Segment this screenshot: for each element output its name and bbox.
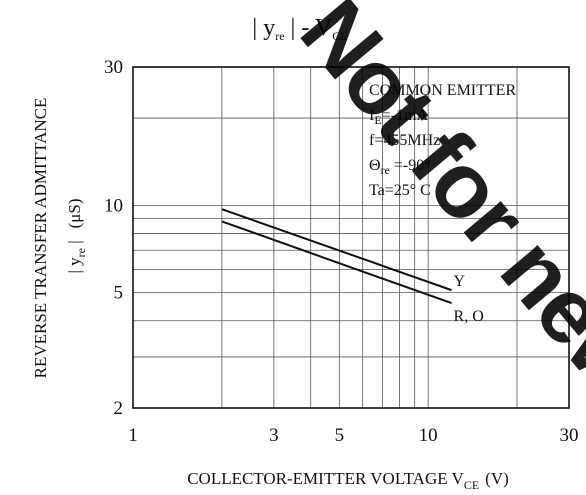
y-tick-label: 30 [104, 57, 123, 78]
conditions-annotation: COMMON EMITTER IE=-1mA f=455MHz Θre =-90… [369, 82, 516, 199]
y-tick-label: 5 [114, 283, 124, 304]
y-tick-labels: 2 5 10 30 [104, 57, 123, 419]
annotation-frequency: f=455MHz [369, 132, 440, 149]
x-tick-label: 5 [335, 425, 345, 446]
chart-title: | yre | - VCE [252, 15, 347, 43]
plot-frame [132, 66, 570, 409]
series-line [221, 208, 452, 292]
annotation-title: COMMON EMITTER [369, 82, 516, 99]
x-tick-label: 10 [419, 425, 438, 446]
y-tick-label: 2 [114, 398, 124, 419]
series-label: R, O [454, 308, 484, 325]
x-tick-label: 3 [269, 425, 279, 446]
series-group: Y R, O [221, 208, 484, 325]
x-tick-labels: 1 3 5 10 30 [128, 425, 578, 446]
grid [133, 67, 569, 408]
series-label: Y [454, 273, 466, 290]
annotation-temperature: Ta=25° C [369, 182, 431, 199]
x-axis-label: COLLECTOR-EMITTER VOLTAGE VCE (V) [187, 469, 509, 492]
x-tick-label: 30 [560, 425, 579, 446]
x-tick-label: 1 [128, 425, 138, 446]
series-line [221, 220, 452, 305]
y-axis-label: REVERSE TRANSFER ADMITTANCE [31, 98, 50, 379]
y-axis-symbol: | yre |(μS) [65, 198, 88, 273]
y-tick-label: 10 [104, 195, 123, 216]
annotation-ie: IE=-1mA [369, 107, 428, 127]
annotation-theta: Θre =-90° [369, 157, 431, 177]
